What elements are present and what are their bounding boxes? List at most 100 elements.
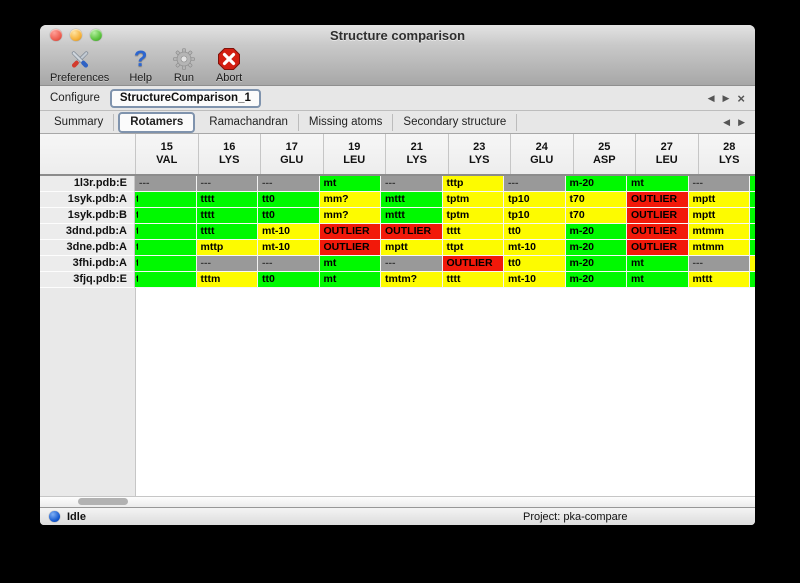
rotamer-cell[interactable]: tptm — [442, 192, 504, 208]
active-configuration-tab[interactable]: StructureComparison_1 — [109, 88, 261, 108]
tab-rotamers[interactable]: Rotamers — [118, 111, 196, 133]
close-window-button[interactable] — [50, 29, 62, 41]
rotamer-cell[interactable]: mtmm — [688, 224, 750, 240]
rotamer-cell[interactable]: tp10 — [504, 192, 566, 208]
rotamer-cell[interactable]: --- — [258, 176, 320, 192]
rotamer-cell[interactable]: --- — [381, 176, 443, 192]
rotamer-cell[interactable]: --- — [504, 176, 566, 192]
column-header-27[interactable]: 27 LEU — [636, 134, 699, 174]
rotamer-cell[interactable]: mt — [627, 272, 689, 288]
rotamer-cell[interactable]: mptt — [688, 192, 750, 208]
rotamer-cell[interactable]: mptt — [688, 208, 750, 224]
rotamer-cell[interactable]: m-20 — [565, 176, 627, 192]
rotamer-cell[interactable]: mt — [627, 176, 689, 192]
rotamer-cell[interactable]: mm? — [319, 192, 381, 208]
rotamer-cell[interactable]: mttt — [381, 208, 443, 224]
rotamer-cell[interactable]: tptm — [442, 208, 504, 224]
rotamer-cell[interactable]: mttp — [196, 240, 258, 256]
column-header-24[interactable]: 24 GLU — [511, 134, 574, 174]
rotamer-cell[interactable]: OUTLIER — [627, 240, 689, 256]
rotamer-cell[interactable]: OUTLIER — [627, 208, 689, 224]
rotamer-cell[interactable]: tttm — [196, 272, 258, 288]
rotamer-cell[interactable]: tmtm? — [381, 272, 443, 288]
rotamer-cell[interactable]: tt0 — [504, 224, 566, 240]
row-header[interactable]: 1l3r.pdb:E — [40, 176, 135, 192]
rotamer-cell[interactable]: mttt — [688, 272, 750, 288]
rotamer-cell[interactable]: OUTLIER — [319, 224, 381, 240]
rotamer-cell[interactable]: mtmm — [688, 240, 750, 256]
rotamer-cell[interactable]: OUTLIER — [627, 192, 689, 208]
rotamer-cell[interactable]: t — [135, 272, 197, 288]
column-header-17[interactable]: 17 GLU — [261, 134, 324, 174]
row-header[interactable]: 3fhi.pdb:A — [40, 256, 135, 272]
rotamer-cell[interactable]: --- — [258, 256, 320, 272]
rotamer-cell[interactable]: mt-10 — [504, 240, 566, 256]
rotamer-cell[interactable]: t — [135, 224, 197, 240]
rotamer-cell[interactable]: OUTLIER — [627, 224, 689, 240]
column-header-15[interactable]: 15 VAL — [136, 134, 199, 174]
column-header-19[interactable]: 19 LEU — [324, 134, 386, 174]
nav-left-icon[interactable]: ◀ — [707, 93, 715, 103]
nav-right-icon[interactable]: ▶ — [738, 117, 745, 127]
rotamer-cell[interactable]: tttt — [442, 272, 504, 288]
rotamer-cell[interactable]: t — [135, 192, 197, 208]
rotamer-cell[interactable]: OUTLIER — [319, 240, 381, 256]
tab-ramachandran[interactable]: Ramachandran — [199, 113, 299, 131]
row-header[interactable]: 3fjq.pdb:E — [40, 272, 135, 288]
tab-secondary-structure[interactable]: Secondary structure — [393, 113, 518, 131]
minimize-window-button[interactable] — [70, 29, 82, 41]
rotamer-cell[interactable]: tt0 — [258, 272, 320, 288]
row-header[interactable]: 3dne.pdb:A — [40, 240, 135, 256]
zoom-window-button[interactable] — [90, 29, 102, 41]
rotamer-cell[interactable]: --- — [688, 176, 750, 192]
rotamer-cell[interactable]: mm? — [319, 208, 381, 224]
rotamer-cell[interactable]: tttp — [442, 176, 504, 192]
column-header-16[interactable]: 16 LYS — [199, 134, 261, 174]
help-button[interactable]: ? Help — [125, 45, 156, 85]
row-header[interactable]: 3dnd.pdb:A — [40, 224, 135, 240]
rotamer-cell[interactable]: mt — [319, 176, 381, 192]
close-icon[interactable]: × — [737, 90, 745, 106]
rotamer-cell[interactable]: tttt — [196, 224, 258, 240]
rotamer-cell[interactable]: tttt — [196, 192, 258, 208]
rotamer-cell[interactable]: mptt — [381, 240, 443, 256]
rotamer-cell[interactable]: mt-10 — [504, 272, 566, 288]
rotamer-cell[interactable]: ttpt — [442, 240, 504, 256]
rotamer-cell[interactable]: mttt — [381, 192, 443, 208]
rotamer-cell[interactable]: t — [135, 240, 197, 256]
row-header[interactable]: 1syk.pdb:A — [40, 192, 135, 208]
title-bar[interactable]: Structure comparison — [40, 25, 755, 45]
rotamer-cell[interactable]: m-20 — [565, 224, 627, 240]
rotamer-cell[interactable]: mt — [319, 272, 381, 288]
rotamer-cell[interactable]: tt0 — [258, 192, 320, 208]
abort-button[interactable]: Abort — [212, 45, 246, 85]
rotamer-cell[interactable]: --- — [196, 176, 258, 192]
nav-left-icon[interactable]: ◀ — [723, 117, 731, 127]
rotamer-cell[interactable]: tt0 — [504, 256, 566, 272]
tab-missing-atoms[interactable]: Missing atoms — [299, 113, 394, 131]
column-header-21[interactable]: 21 LYS — [386, 134, 449, 174]
run-button[interactable]: Run — [168, 45, 200, 85]
rotamer-cell[interactable]: --- — [688, 256, 750, 272]
rotamer-cell[interactable]: mt — [319, 256, 381, 272]
rotamer-cell[interactable]: m-20 — [565, 240, 627, 256]
row-header[interactable]: 1syk.pdb:B — [40, 208, 135, 224]
rotamer-cell[interactable]: m-20 — [565, 256, 627, 272]
preferences-button[interactable]: Preferences — [46, 45, 113, 85]
rotamer-cell[interactable]: mt — [627, 256, 689, 272]
nav-right-icon[interactable]: ▶ — [722, 93, 730, 103]
rotamer-cell[interactable]: OUTLIER — [381, 224, 443, 240]
column-header-28[interactable]: 28 LYS — [699, 134, 756, 174]
rotamer-cell[interactable]: --- — [381, 256, 443, 272]
rotamer-cell[interactable]: tt0 — [258, 208, 320, 224]
column-header-25[interactable]: 25 ASP — [574, 134, 636, 174]
horizontal-scrollbar[interactable] — [40, 496, 755, 507]
rotamer-cell[interactable]: tp10 — [504, 208, 566, 224]
rotamer-cell[interactable]: tttt — [196, 208, 258, 224]
column-header-23[interactable]: 23 LYS — [449, 134, 511, 174]
rotamer-cell[interactable]: t — [135, 256, 197, 272]
rotamer-cell[interactable]: t — [135, 208, 197, 224]
rotamer-cell[interactable]: --- — [135, 176, 197, 192]
rotamer-cell[interactable]: tttt — [442, 224, 504, 240]
rotamer-cell[interactable]: mt-10 — [258, 240, 320, 256]
